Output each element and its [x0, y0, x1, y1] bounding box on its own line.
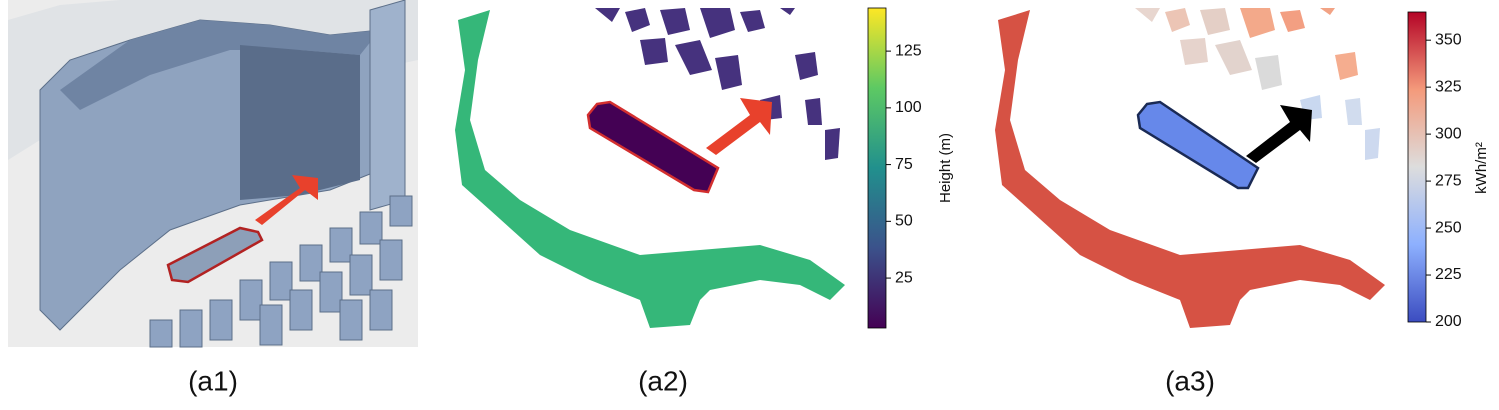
tick-label: 275	[1435, 172, 1462, 189]
tick-label: 325	[1435, 78, 1462, 95]
tick-label: 300	[1435, 125, 1462, 142]
tick-label: 125	[895, 42, 922, 59]
tick-label: 100	[895, 99, 922, 116]
tick-label: 200	[1435, 313, 1462, 330]
tick-label: 25	[895, 269, 913, 286]
panel-label: (a1)	[188, 365, 238, 396]
colorbar-label: Height (m)	[937, 133, 954, 203]
panel-label: (a2)	[638, 365, 688, 396]
colorbar	[867, 7, 887, 329]
colorbar	[1407, 11, 1427, 323]
tick-label: 75	[895, 156, 913, 173]
tick-label: 350	[1435, 31, 1462, 48]
energy-map	[995, 8, 1385, 328]
colorbar-label: kWh/m²	[1473, 142, 1490, 194]
height-map	[455, 8, 845, 328]
render-3d	[8, 0, 418, 348]
tick-label: 50	[895, 213, 913, 230]
tick-label: 250	[1435, 219, 1462, 236]
tick-label: 225	[1435, 266, 1462, 283]
panel-label: (a3)	[1165, 365, 1215, 396]
